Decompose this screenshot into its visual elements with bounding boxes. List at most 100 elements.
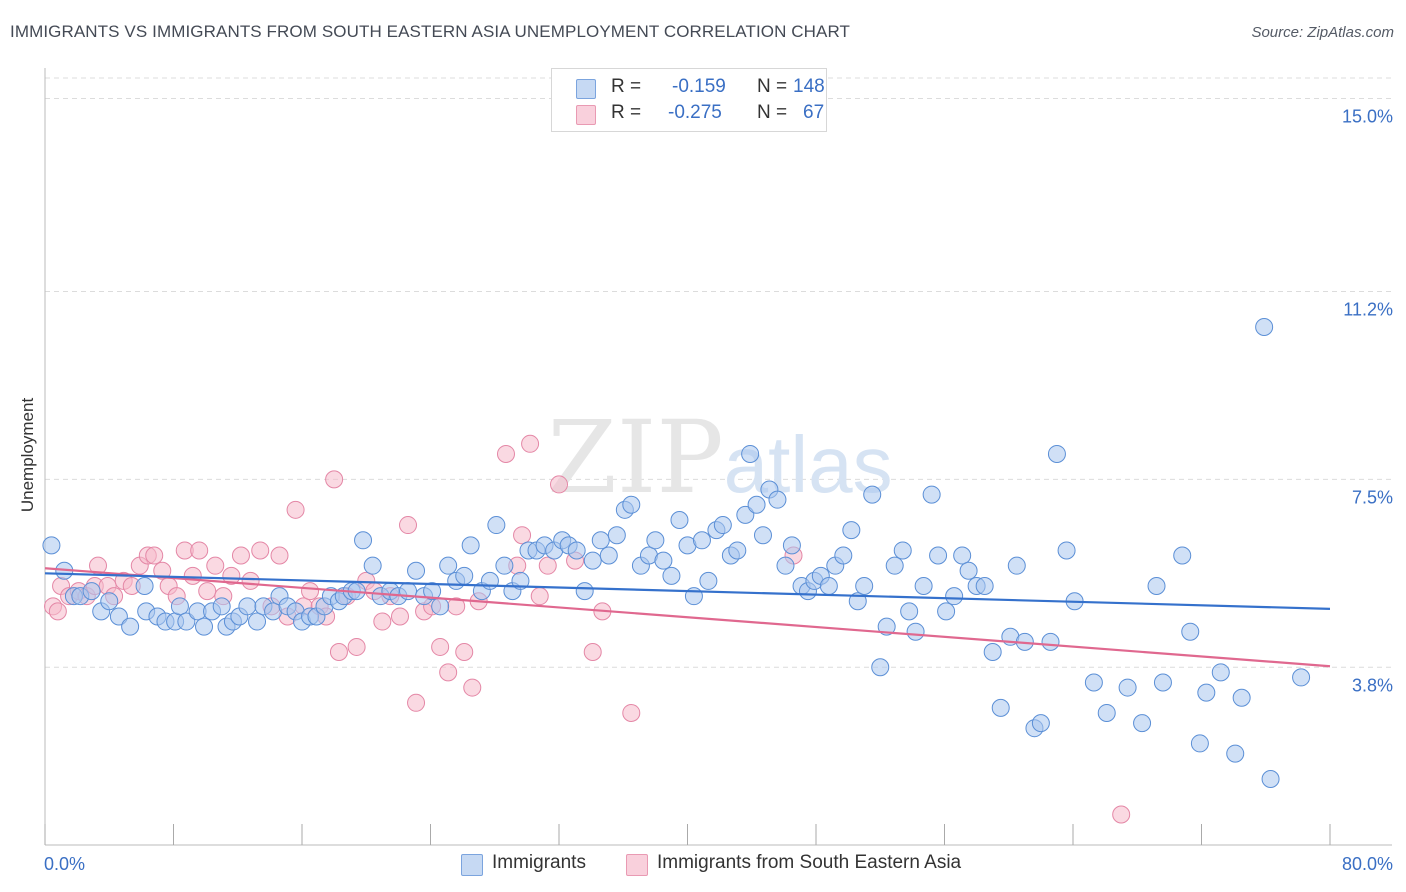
immigrants-point (1057, 541, 1076, 560)
immigrants-point (929, 546, 948, 565)
sea-point (206, 556, 225, 575)
sea-point (251, 541, 270, 560)
immigrants-point (575, 582, 594, 601)
immigrants-point (834, 546, 853, 565)
axis-layer (44, 68, 1392, 846)
immigrants-trend-line (44, 572, 1331, 610)
sea-point (48, 602, 67, 621)
legend-n-value: 67 (803, 102, 825, 123)
sea-point (538, 556, 557, 575)
immigrants-point (248, 612, 267, 631)
immigrants-point (863, 485, 882, 504)
sea-point (241, 571, 260, 590)
immigrants-point (975, 577, 994, 595)
immigrants-point (736, 505, 755, 524)
immigrants-point (407, 561, 426, 580)
immigrants-point (699, 571, 718, 590)
source-label: Source: ZipAtlas.com (1251, 24, 1394, 41)
immigrants-point (1007, 556, 1026, 575)
immigrants-point (922, 485, 941, 504)
immigrants-point (991, 698, 1010, 717)
immigrants-point (1292, 668, 1311, 687)
immigrants-point (855, 577, 874, 595)
immigrants-point (654, 551, 673, 570)
immigrants-point (662, 566, 681, 585)
sea-point (496, 444, 515, 463)
immigrants-point (885, 556, 904, 575)
immigrants-point (747, 495, 766, 514)
watermark: ZIPatlas (547, 399, 892, 516)
tick-label-layer: 3.8% 7.5% 11.2% 15.0% 0.0% 80.0% (44, 106, 1393, 874)
immigrants-point (953, 546, 972, 565)
sea-point (198, 582, 217, 601)
immigrants-point (1197, 683, 1216, 702)
sea-point (325, 470, 344, 489)
series-blue-points (42, 318, 1311, 788)
immigrants-point (170, 597, 189, 616)
immigrants-point (1118, 678, 1137, 697)
immigrants-point (121, 617, 140, 636)
sea-point (1112, 805, 1131, 824)
y-tick-label: 7.5% (1352, 487, 1393, 507)
sea-point (222, 566, 241, 585)
legend-label: Immigrants from South Eastern Asia (657, 852, 962, 873)
immigrants-point (1232, 688, 1251, 707)
immigrants-point (1047, 444, 1066, 463)
chart-title: IMMIGRANTS VS IMMIGRANTS FROM SOUTH EAST… (10, 22, 851, 41)
immigrants-point (893, 541, 912, 560)
immigrants-point (423, 582, 442, 601)
legend-n-label: N = (757, 76, 788, 97)
immigrants-point (1041, 632, 1060, 651)
legend-n-label: N = (757, 102, 788, 123)
y-axis-label: Unemployment (18, 398, 37, 513)
immigrants-point (877, 617, 896, 636)
immigrants-point (238, 597, 257, 616)
x-tick-label: 0.0% (44, 854, 85, 874)
sea-point (622, 703, 641, 722)
immigrants-point (1211, 663, 1230, 682)
immigrants-point (1147, 577, 1166, 595)
trend-layer (44, 567, 1331, 668)
legend-swatch-blue (461, 854, 483, 876)
sea-point (530, 587, 549, 606)
immigrants-point (900, 602, 919, 621)
immigrants-point (455, 566, 474, 585)
immigrants-point (495, 556, 514, 575)
immigrants-point (82, 582, 101, 601)
immigrants-point (741, 444, 760, 463)
sea-point (286, 500, 305, 519)
immigrants-point (1173, 546, 1192, 565)
stats-legend: R = -0.159 N = 148 R = -0.275 N = 67 (551, 68, 827, 132)
immigrants-point (776, 556, 795, 575)
immigrants-point (937, 602, 956, 621)
immigrants-point (431, 597, 450, 616)
sea-trend-line (44, 567, 1331, 668)
sea-point (439, 663, 458, 682)
immigrants-point (195, 617, 214, 636)
y-tick-label: 11.2% (1343, 299, 1393, 319)
immigrants-point (670, 510, 689, 529)
legend-r-value: -0.159 (672, 76, 726, 97)
immigrants-point (212, 597, 231, 616)
immigrants-point (945, 587, 964, 606)
sea-point (329, 643, 348, 662)
immigrants-point (1181, 622, 1200, 641)
immigrants-point (1133, 714, 1152, 733)
immigrants-point (1031, 714, 1050, 733)
sea-point (373, 612, 392, 631)
sea-point (455, 643, 474, 662)
sea-point (153, 561, 172, 580)
sea-point (407, 693, 426, 712)
immigrants-point (1097, 703, 1116, 722)
immigrants-point (591, 531, 610, 550)
sea-point (190, 541, 209, 560)
sea-point (399, 516, 418, 535)
immigrants-point (354, 531, 373, 550)
immigrants-point (607, 526, 626, 545)
immigrants-point (842, 521, 861, 540)
immigrants-point (768, 490, 787, 509)
immigrants-point (42, 536, 61, 555)
legend-n-value: 148 (793, 76, 825, 97)
immigrants-point (135, 577, 154, 595)
